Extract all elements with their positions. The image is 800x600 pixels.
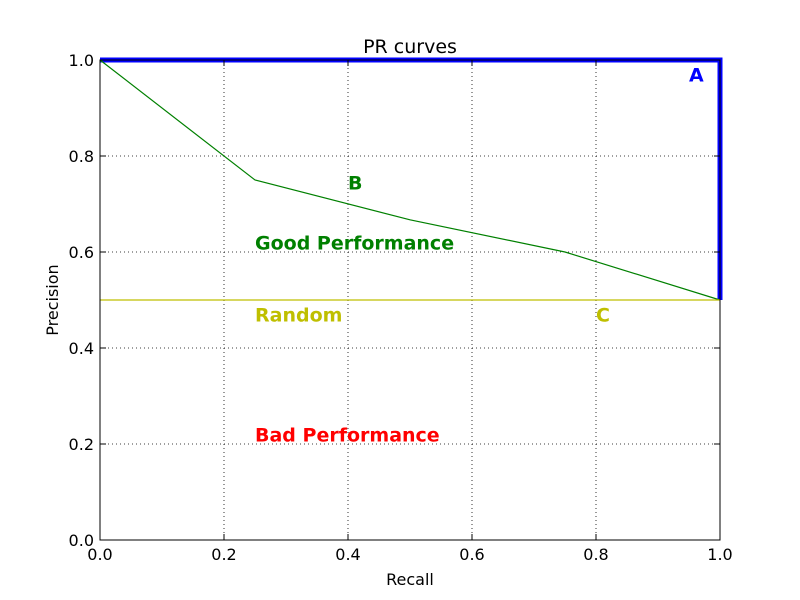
y-tick-label: 0.8 (69, 147, 94, 166)
x-tick-label: 0.2 (211, 545, 236, 564)
chart-title: PR curves (363, 36, 457, 58)
annotations: A B Good Performance Random C Bad Performance (255, 65, 704, 447)
annotation-label: C (596, 305, 610, 327)
x-tick-label: 0.4 (335, 545, 360, 564)
annotation-label: A (689, 65, 704, 87)
annotation-label: Good Performance (255, 233, 454, 255)
x-tick-label: 0.0 (87, 545, 112, 564)
series-line-2 (99, 59, 721, 301)
annotation-label: B (348, 173, 362, 195)
y-tick-label: 0.0 (69, 531, 94, 550)
y-axis-label: Precision (43, 264, 62, 335)
ticks: 0.0 0.2 0.4 0.6 0.8 1.0 0.0 0.2 0.4 0.6 0.8 1.0 (69, 51, 733, 564)
plot-frame (99, 59, 721, 541)
annotation-label: Bad Performance (255, 425, 440, 447)
y-tick-label: 0.2 (69, 435, 94, 454)
y-tick-label: 1.0 (69, 51, 94, 70)
x-tick-label: 1.0 (707, 545, 732, 564)
x-axis-label: Recall (386, 570, 434, 589)
annotation-label: Random (255, 305, 342, 327)
x-tick-label: 0.8 (583, 545, 608, 564)
x-tick-label: 0.6 (459, 545, 484, 564)
y-tick-label: 0.6 (69, 243, 94, 262)
y-tick-label: 0.4 (69, 339, 94, 358)
